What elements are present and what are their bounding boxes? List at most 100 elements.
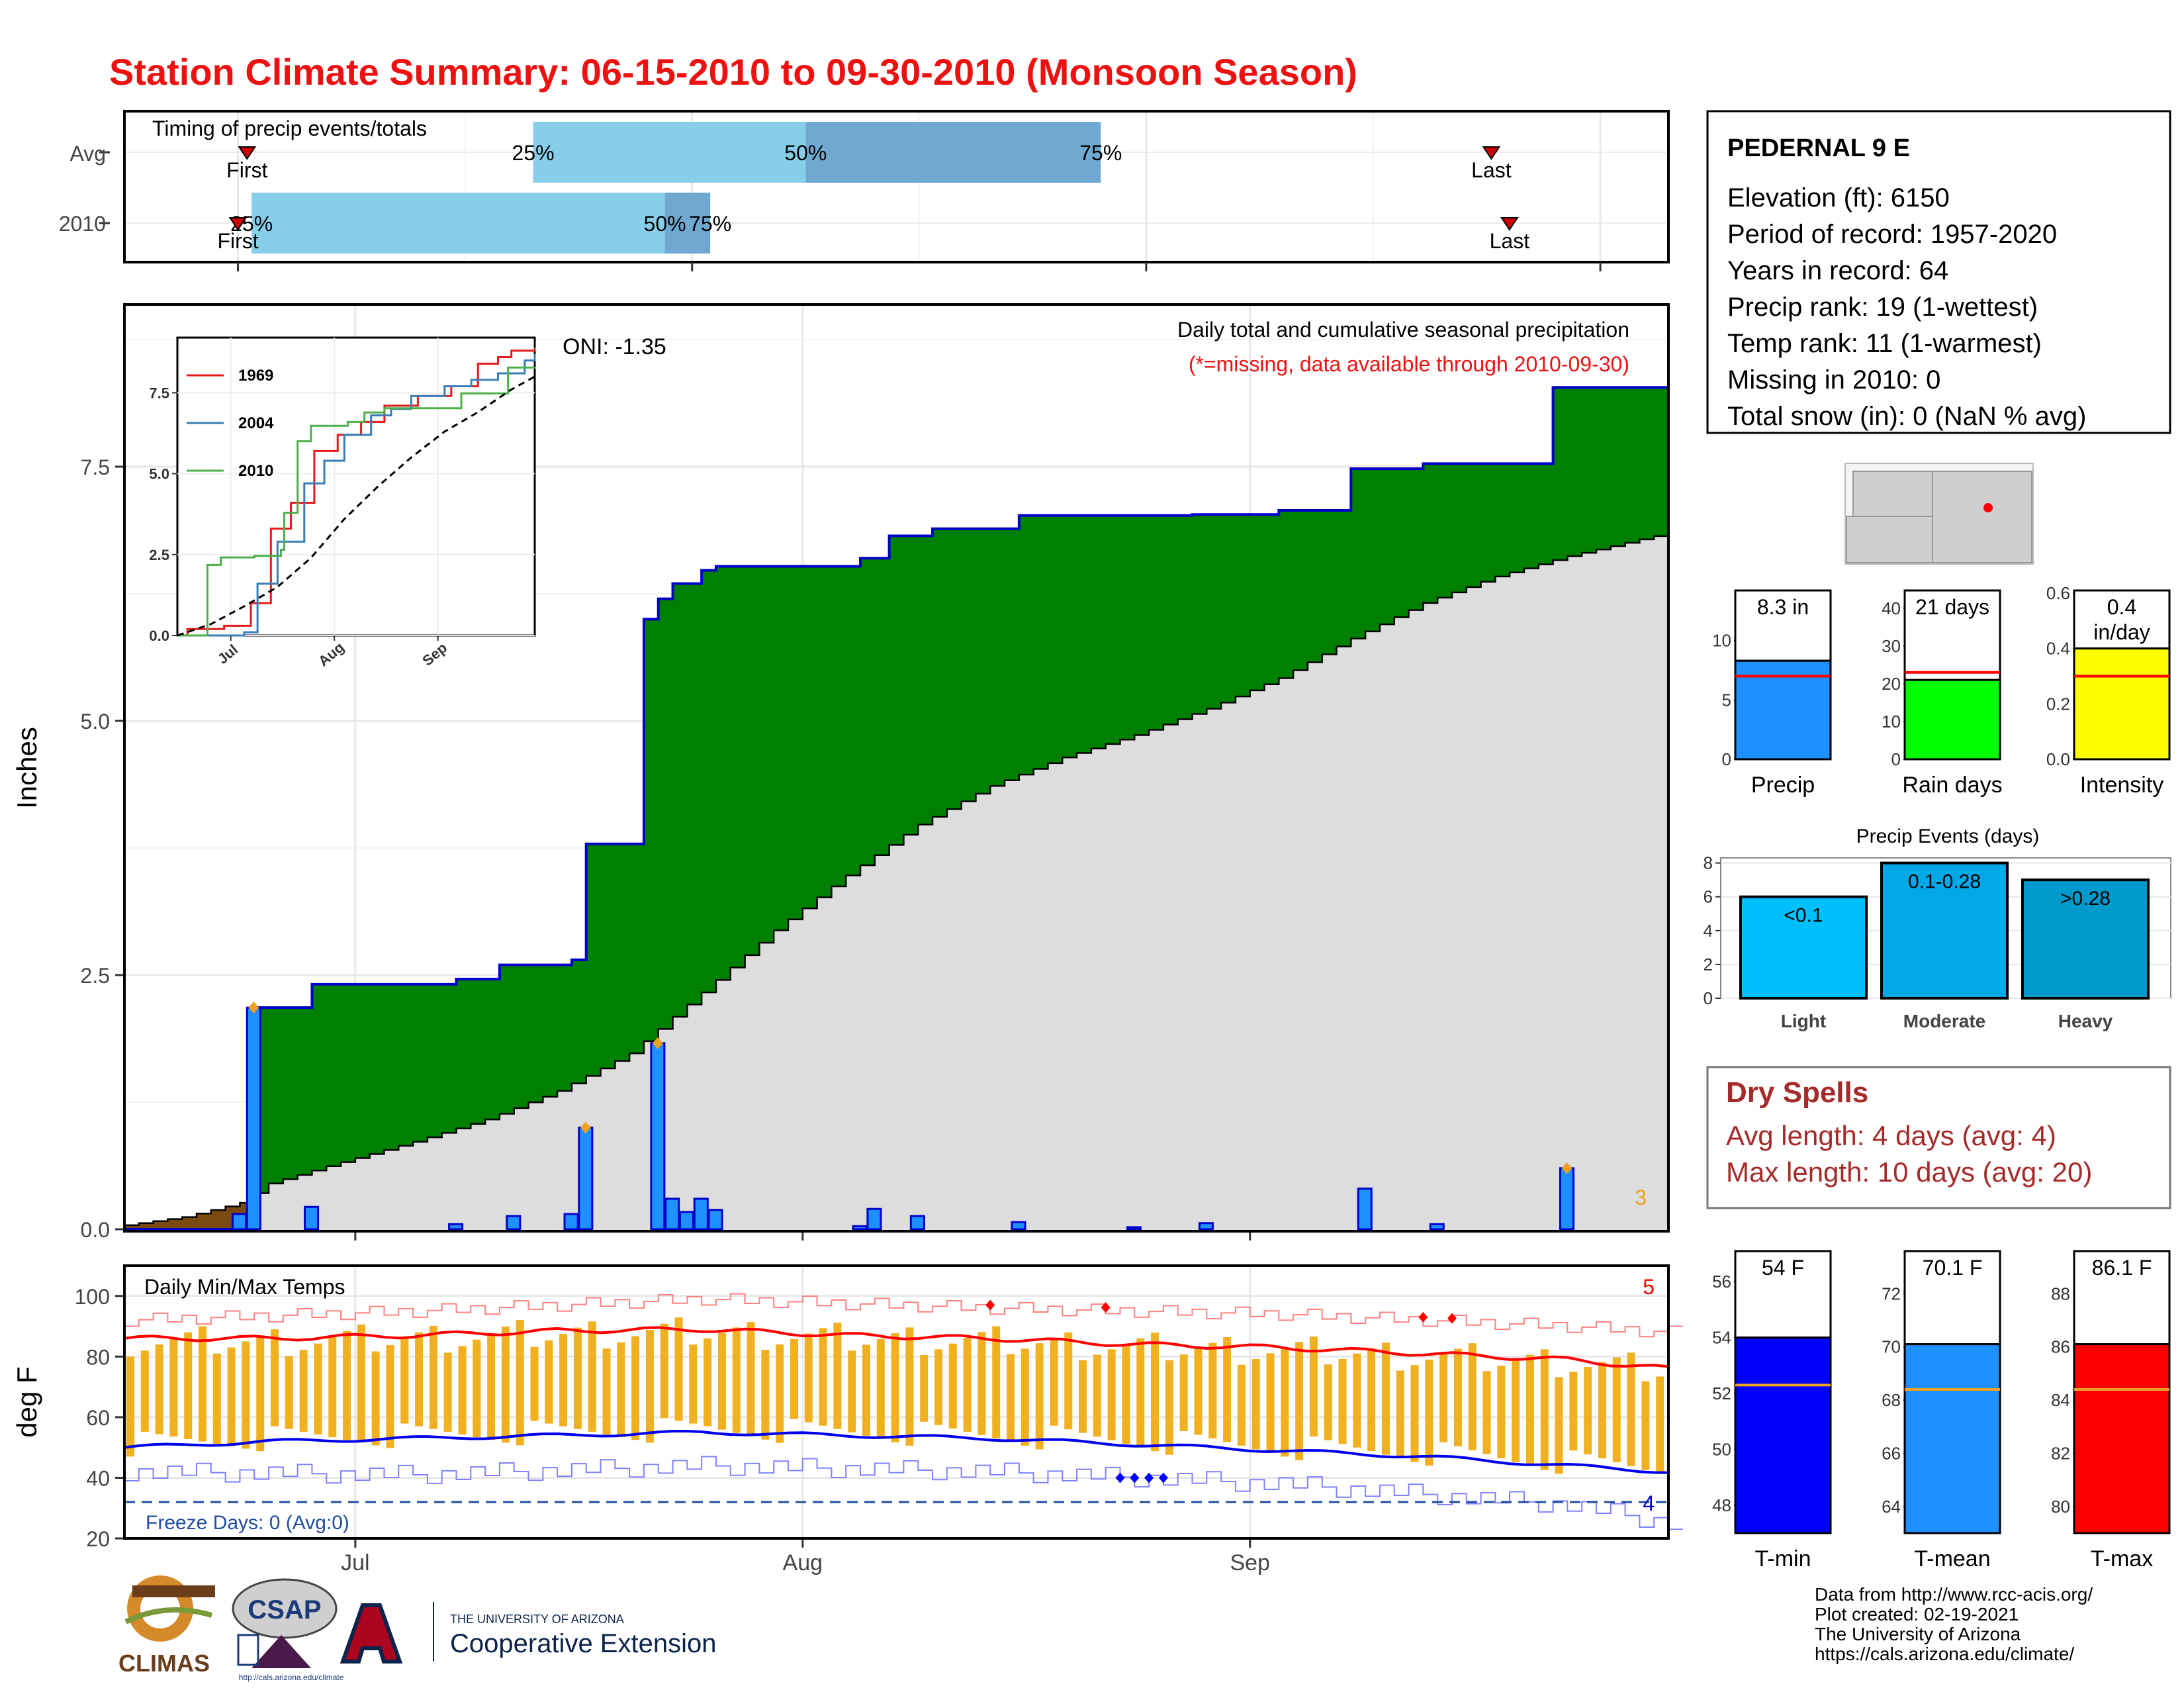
daily-temp-range-bar [645, 1330, 654, 1443]
daily-temp-range-bar [1497, 1366, 1506, 1458]
temp-ytick-label: 40 [86, 1466, 110, 1490]
events-ytick-label: 6 [1704, 887, 1713, 907]
daily-precip-bars [232, 1002, 1575, 1231]
daily-temp-range-bar [212, 1353, 221, 1444]
daily-temp-range-bar [1251, 1358, 1260, 1450]
record-low-marker [1144, 1472, 1154, 1483]
summary-bar [1903, 1343, 2001, 1534]
daily-temp-range-bar [559, 1334, 568, 1427]
daily-precip-bar [304, 1205, 320, 1231]
daily-temp-range-bar [299, 1350, 308, 1432]
events-bar [1880, 861, 2009, 1000]
daily-temp-range-bar [674, 1317, 683, 1421]
summary-bar-label: 54 F [1762, 1256, 1804, 1280]
daily-temp-range-bar [256, 1335, 265, 1452]
record-low-marker [1130, 1472, 1140, 1483]
daily-temp-range-bar [1512, 1360, 1520, 1462]
daily-temp-range-bar [1353, 1353, 1361, 1448]
temp-ytick-label: 80 [86, 1345, 110, 1369]
summary-ytick-label: 80 [2051, 1497, 2070, 1517]
map-state-west [1852, 471, 1933, 517]
ua-logo-big-text: Cooperative Extension [450, 1629, 716, 1658]
daily-temp-range-bar [1569, 1372, 1578, 1451]
daily-temp-range-bar [1035, 1343, 1044, 1450]
summary-ytick-label: 10 [1882, 712, 1901, 731]
daily-precip-bar [578, 1126, 594, 1231]
daily-temp-range-bar [891, 1333, 899, 1442]
summary-ytick-label: 10 [1712, 631, 1731, 651]
daily-temp-range-bar [631, 1336, 640, 1440]
daily-temp-range-bar [501, 1327, 510, 1443]
timing-p25-label: 25% [512, 141, 555, 165]
daily-temp-range-bar [992, 1326, 1001, 1438]
summary-title: T-mean [1914, 1546, 1990, 1571]
date-axis-label: Aug [783, 1550, 823, 1575]
ua-logo: THE UNIVERSITY OF ARIZONA Cooperative Ex… [340, 1602, 716, 1664]
daily-temp-range-bar [1309, 1336, 1318, 1437]
daily-temp-range-bar [1453, 1348, 1462, 1446]
timing-bar-25-50 [533, 122, 806, 183]
record-high-marker [1447, 1313, 1457, 1324]
daily-max-marker [652, 1037, 663, 1049]
daily-max-marker [248, 1002, 259, 1014]
temp-content [124, 1293, 1683, 1530]
summary-bar-label: 8.3 in [1757, 595, 1809, 619]
daily-temp-range-bar [1641, 1381, 1650, 1470]
daily-temp-range-bar [443, 1352, 452, 1432]
csap-logo-text: CSAP [248, 1595, 321, 1624]
daily-temp-range-bar [271, 1329, 279, 1427]
daily-temp-range-bar [1007, 1354, 1015, 1442]
inset-series-2004 [177, 353, 536, 637]
csap-logo-url: http://cals.arizona.edu/climate [239, 1673, 344, 1682]
date-axis-labels: Jul Aug Sep [341, 1550, 1270, 1575]
record-min-line [124, 1456, 1683, 1530]
daily-precip-bar [852, 1225, 868, 1231]
events-ytick-label: 8 [1704, 853, 1713, 873]
daily-temp-range-bar [689, 1344, 698, 1424]
avg-cumulative-area [124, 532, 1668, 1229]
daily-temp-range-bar [833, 1323, 842, 1429]
timing-first-label: First [217, 229, 258, 253]
summary-title: T-min [1755, 1546, 1811, 1571]
ua-logo-small-text: THE UNIVERSITY OF ARIZONA [450, 1613, 624, 1626]
daily-temp-range-bar [978, 1332, 986, 1435]
daily-temp-range-bar [1021, 1348, 1029, 1446]
daily-temp-range-bar [343, 1331, 351, 1440]
station-snow: Total snow (in): 0 (NaN % avg) [1727, 402, 2086, 431]
dry-spells-max: Max length: 10 days (avg: 20) [1726, 1156, 2092, 1188]
timing-p50-label: 50% [644, 212, 686, 236]
credit-url: https://cals.arizona.edu/climate/ [1815, 1644, 2074, 1664]
daily-temp-range-bar [876, 1338, 885, 1439]
summary-bar-label: 86.1 F [2092, 1256, 2152, 1280]
summary-bar-label: 0.4 [2107, 595, 2136, 619]
timing-last-marker [1500, 217, 1519, 231]
daily-temp-range-bar [747, 1322, 755, 1436]
summary-bar-charts: 0 5 10 8.3 in Precip 0 10 20 30 40 21 days Rain day… [1712, 583, 2171, 1571]
cumulative-2010-line [124, 385, 1670, 1231]
daily-temp-range-bar [1612, 1357, 1621, 1462]
daily-precip-bar [246, 1006, 261, 1231]
daily-temp-range-bar [199, 1326, 207, 1442]
daily-temp-range-bar [386, 1344, 394, 1448]
daily-temp-range-bar [717, 1333, 726, 1430]
daily-temp-range-bar [1281, 1347, 1289, 1457]
daily-temp-range-bar [948, 1343, 957, 1429]
precip-axes: 0.0 2.5 5.0 7.5 [81, 455, 1251, 1242]
summary-title: T-max [2091, 1546, 2153, 1571]
summary-bar [2073, 647, 2171, 761]
daily-temp-range-bar [573, 1327, 582, 1429]
record-low-marker [1158, 1472, 1168, 1483]
precip-ytick-label: 2.5 [81, 964, 110, 988]
date-axis-label: Sep [1230, 1550, 1270, 1575]
summary-ytick-label: 84 [2051, 1390, 2070, 1410]
daily-precip-bar [650, 1042, 666, 1231]
daily-temp-range-bar [1525, 1354, 1534, 1466]
summary-bar [2073, 1343, 2171, 1534]
daily-precip-bar [448, 1223, 464, 1231]
timing-bar-50-75 [805, 122, 1101, 183]
summary-ytick-label: 88 [2051, 1284, 2070, 1303]
map-state-az [1846, 516, 1933, 563]
